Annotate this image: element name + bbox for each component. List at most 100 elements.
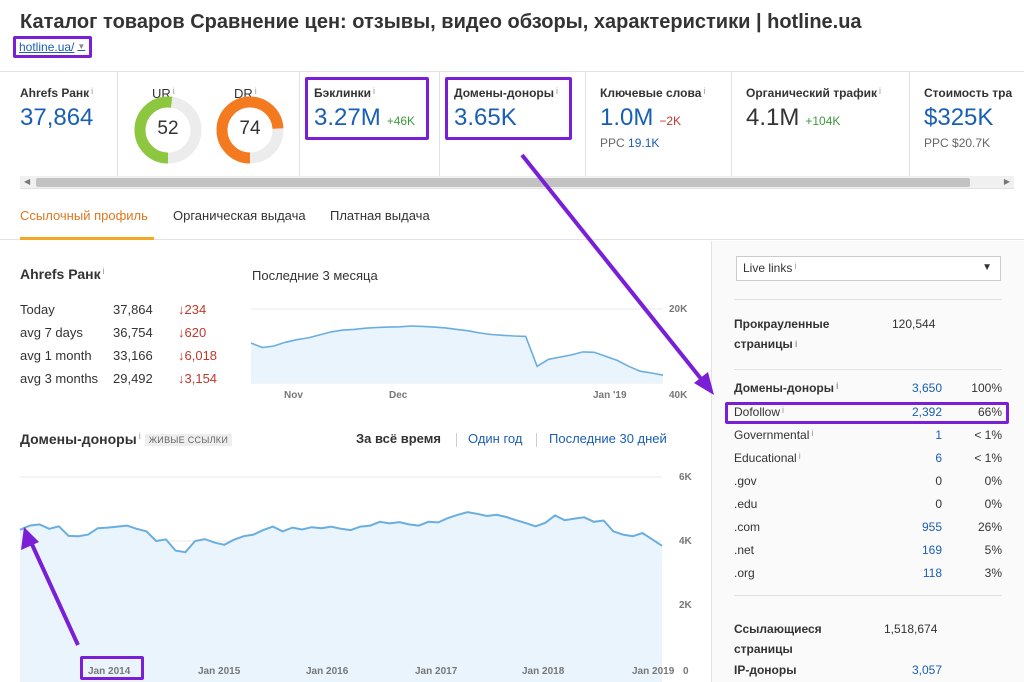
live-links-badge: ЖИВЫЕ ССЫЛКИ	[144, 434, 233, 447]
breakdown-pct: < 1%	[974, 428, 1002, 442]
breakdown-value[interactable]: 169	[921, 543, 942, 557]
y-tick-label: 20K	[669, 304, 688, 315]
metric-value[interactable]: 3.65K	[454, 104, 517, 131]
ip-value[interactable]: 3,057	[911, 663, 942, 677]
ip-row: IP-доноры 3,057	[734, 663, 1002, 682]
referring-pages-value: 1,518,674	[884, 622, 938, 636]
metric-ref-domains: Домены-доноры i 3.65K	[440, 72, 586, 177]
info-icon[interactable]: i	[556, 86, 559, 96]
domains-section-title: Домены-доноры	[20, 431, 137, 447]
ppc-value: $20.7K	[952, 136, 991, 150]
info-icon[interactable]: i	[138, 431, 141, 441]
divider	[734, 595, 1002, 596]
y-tick-label: 4K	[679, 536, 693, 547]
range-one-year[interactable]: Один год	[468, 431, 523, 446]
info-icon[interactable]: i	[836, 381, 839, 391]
info-icon[interactable]: i	[172, 86, 175, 96]
x-tick-label: Jan 2017	[415, 666, 458, 677]
breakdown-value[interactable]: 2,392	[911, 405, 942, 419]
highlight-dofollow	[725, 402, 1009, 424]
metric-value[interactable]: 3.27M	[314, 104, 381, 131]
domains-chart[interactable]: 6K 4K 2K Jan 2014 Jan 2015 Jan 2016 Jan …	[0, 463, 710, 682]
info-icon[interactable]: i	[794, 339, 798, 349]
metric-backlinks: Бэклинки i 3.27M +46K	[300, 72, 440, 177]
info-icon[interactable]: i	[811, 428, 814, 438]
info-icon[interactable]: i	[102, 266, 105, 276]
info-icon[interactable]: i	[703, 86, 706, 96]
breakdown-row: .com 955 26%	[734, 520, 1002, 540]
metric-value: 4.1M	[746, 104, 800, 131]
breakdown-value[interactable]: 955	[921, 520, 942, 534]
info-icon[interactable]: i	[373, 86, 376, 96]
metric-value: $325K	[924, 104, 994, 131]
breakdown-pct: < 1%	[974, 451, 1002, 465]
x-tick-label: Nov	[284, 390, 303, 401]
range-all-time[interactable]: За всё время	[356, 431, 441, 446]
rank-section-title: Ahrefs Ранк	[20, 266, 101, 282]
y-tick-label: 6K	[679, 472, 693, 483]
rank-chart-title: Последние 3 месяца	[252, 268, 378, 283]
right-panel: Live links i ▼ Прокрауленные страницы i 12…	[711, 241, 1024, 682]
rank-row: avg 3 months 29,492 ↓3,154	[20, 371, 230, 391]
info-icon[interactable]: i	[782, 405, 785, 415]
info-icon[interactable]: i	[798, 451, 801, 461]
breakdown-row: .gov 0 0%	[734, 474, 1002, 494]
breakdown-row: .net 169 5%	[734, 543, 1002, 563]
rank-row-delta: ↓234	[178, 302, 207, 317]
domains-chart-area	[20, 512, 662, 682]
breakdown-row: .edu 0 0%	[734, 497, 1002, 517]
metric-ratings: UR i 52 DR i 74	[118, 72, 300, 177]
metric-label: Домены-доноры	[454, 86, 555, 100]
breakdown-value: 0	[935, 474, 942, 488]
ppc-value[interactable]: 19.1K	[628, 136, 660, 150]
rank-chart[interactable]: 20K 40K Nov Dec Jan '19	[245, 297, 705, 407]
breakdown-value[interactable]: 1	[935, 428, 942, 442]
metric-delta: +104K	[805, 114, 841, 128]
breakdown-value[interactable]: 118	[922, 566, 942, 580]
dr-gauge[interactable]: DR i 74	[214, 86, 286, 166]
breakdown-pct: 66%	[977, 405, 1002, 419]
ref-domains-label: Домены-доноры	[734, 381, 835, 395]
report-tabs: Ссылочный профиль Органическая выдача Пл…	[0, 196, 1024, 240]
info-icon[interactable]: i	[878, 86, 881, 96]
x-tick-label: Jan 2014	[88, 666, 131, 677]
breakdown-pct: 5%	[984, 543, 1002, 557]
metric-value[interactable]: 1.0M	[600, 104, 654, 131]
range-last-30-days[interactable]: Последние 30 дней	[549, 431, 667, 446]
dr-value: 74	[239, 118, 261, 139]
breakdown-label: .net	[734, 543, 755, 557]
referring-pages-label: Ссылающиеся страницы	[734, 622, 822, 656]
breakdown-label: .org	[734, 566, 755, 580]
scroll-left-icon[interactable]: ◀	[24, 177, 31, 186]
metric-traffic-cost: Стоимость тра $325K PPC $20.7K	[910, 72, 1024, 177]
rank-row-value: 29,492	[113, 371, 153, 386]
tab-paid-search[interactable]: Платная выдача	[330, 208, 430, 223]
y-tick-label: 2K	[679, 600, 693, 611]
tab-link-profile[interactable]: Ссылочный профиль	[20, 208, 148, 223]
tab-organic-search[interactable]: Органическая выдача	[173, 208, 306, 223]
rank-row-delta: ↓3,154	[178, 371, 218, 386]
x-tick-label: Jan 2018	[522, 666, 565, 677]
ur-gauge[interactable]: UR i 52	[132, 86, 204, 166]
live-links-select[interactable]: Live links i ▼	[736, 256, 1001, 281]
breakdown-value[interactable]: 6	[935, 451, 942, 465]
rank-row-value: 33,166	[113, 348, 153, 363]
site-url-link[interactable]: hotline.ua/▼	[13, 36, 93, 58]
horizontal-scrollbar[interactable]: ◀ ▶	[20, 176, 1014, 189]
ref-domains-value[interactable]: 3,650	[911, 381, 942, 395]
ip-label: IP-доноры	[734, 663, 797, 677]
rank-row-value: 37,864	[113, 302, 153, 317]
scrollbar-thumb[interactable]	[36, 178, 970, 187]
left-panel: Ahrefs Ранк i Today 37,864 ↓234 avg 7 day…	[0, 241, 710, 682]
info-icon[interactable]: i	[254, 86, 257, 96]
metric-organic-traffic: Органический трафик i 4.1M +104K	[732, 72, 910, 177]
scroll-right-icon[interactable]: ▶	[1003, 177, 1010, 186]
active-tab-indicator	[20, 237, 154, 240]
metric-value[interactable]: 37,864	[20, 104, 94, 131]
info-icon[interactable]: i	[794, 261, 797, 271]
metrics-strip: Ahrefs Ранк i 37,864 UR i 52 DR i 74 Бэклин…	[0, 71, 1024, 177]
info-icon[interactable]: i	[91, 86, 94, 96]
rank-row-label: avg 7 days	[20, 325, 83, 340]
metric-label: Бэклинки	[314, 86, 372, 100]
caret-down-icon[interactable]: ▼	[77, 42, 86, 51]
